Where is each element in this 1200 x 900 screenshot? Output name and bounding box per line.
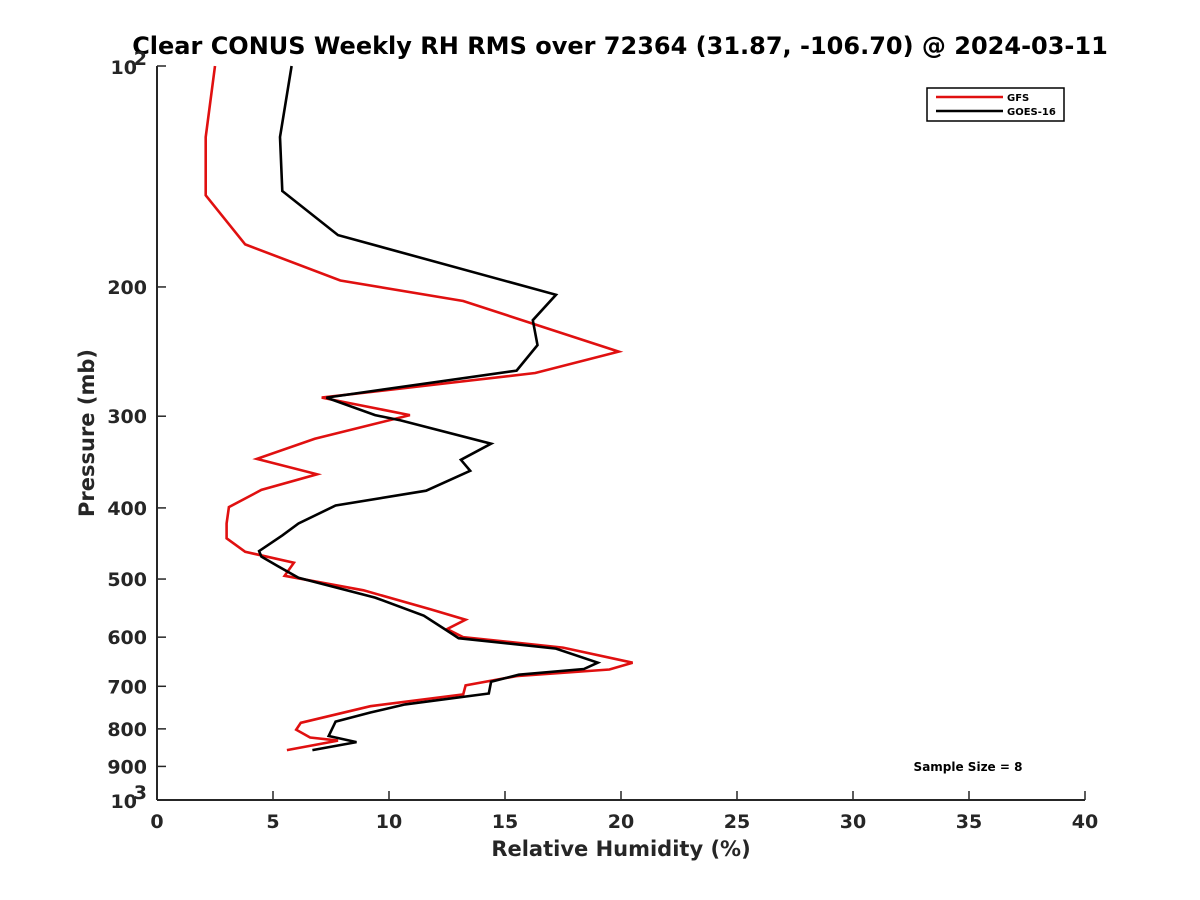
x-tick-label: 15 bbox=[492, 811, 518, 833]
x-tick-label: 40 bbox=[1072, 811, 1098, 833]
chart-title: Clear CONUS Weekly RH RMS over 72364 (31… bbox=[132, 32, 1108, 60]
y-tick-exponent: 3 bbox=[134, 782, 147, 804]
y-tick-label: 500 bbox=[107, 569, 147, 591]
x-axis-label: Relative Humidity (%) bbox=[491, 837, 750, 861]
legend-box bbox=[926, 87, 1065, 122]
series-group bbox=[204, 65, 633, 752]
y-tick-label: 10 bbox=[111, 791, 137, 813]
x-tick-label: 30 bbox=[840, 811, 866, 833]
x-tick-label: 25 bbox=[724, 811, 750, 833]
y-tick-label: 900 bbox=[107, 756, 147, 778]
x-tick-label: 0 bbox=[150, 811, 163, 833]
y-tick-label: 800 bbox=[107, 719, 147, 741]
x-tick-label: 5 bbox=[266, 811, 279, 833]
series-line-gfs bbox=[204, 65, 633, 752]
series-line-goes-16 bbox=[257, 65, 602, 752]
y-tick-label: 200 bbox=[107, 277, 147, 299]
y-tick-label: 600 bbox=[107, 627, 147, 649]
axes bbox=[156, 66, 1085, 801]
legend-label-gfs: GFS bbox=[1007, 93, 1029, 104]
legend: GFS GOES-16 bbox=[926, 87, 1065, 122]
y-tick-label: 10 bbox=[111, 57, 137, 79]
y-tick-label: 400 bbox=[107, 498, 147, 520]
y-axis-label: Pressure (mb) bbox=[75, 349, 99, 517]
y-tick-label: 300 bbox=[107, 406, 147, 428]
legend-label-goes-16: GOES-16 bbox=[1007, 107, 1056, 118]
x-tick-label: 35 bbox=[956, 811, 982, 833]
sample-size-annotation: Sample Size = 8 bbox=[914, 760, 1023, 774]
x-tick-label: 10 bbox=[376, 811, 402, 833]
y-tick-label: 700 bbox=[107, 676, 147, 698]
x-ticks: 0 5 10 15 20 25 30 35 40 bbox=[150, 791, 1098, 833]
x-tick-label: 20 bbox=[608, 811, 634, 833]
y-tick-exponent: 2 bbox=[134, 48, 147, 70]
